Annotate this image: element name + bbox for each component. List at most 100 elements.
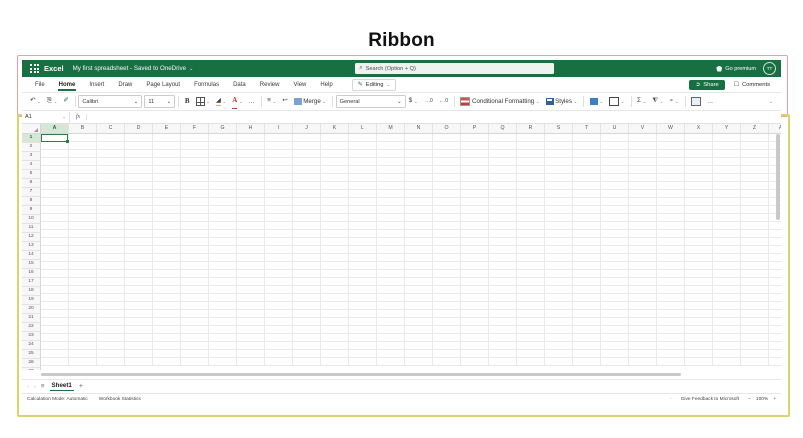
- cell-Y7[interactable]: [713, 182, 741, 190]
- cell-G10[interactable]: [209, 206, 237, 214]
- cell-E8[interactable]: [153, 190, 181, 198]
- cell-I3[interactable]: [265, 150, 293, 158]
- increase-decimal-button[interactable]: →.0: [421, 95, 436, 108]
- cell-T19[interactable]: [573, 278, 601, 286]
- cell-S13[interactable]: [545, 230, 573, 238]
- cell-area[interactable]: [41, 134, 781, 370]
- row-header-24[interactable]: 24: [22, 341, 40, 350]
- cell-F2[interactable]: [181, 142, 209, 150]
- row-header-26[interactable]: 26: [22, 359, 40, 368]
- cell-K7[interactable]: [321, 182, 349, 190]
- cell-Y19[interactable]: [713, 278, 741, 286]
- cell-J11[interactable]: [293, 214, 321, 222]
- tab-review[interactable]: Review: [259, 81, 280, 88]
- cell-Z28[interactable]: [741, 350, 769, 358]
- cell-T9[interactable]: [573, 198, 601, 206]
- cell-F3[interactable]: [181, 150, 209, 158]
- cell-AA20[interactable]: [769, 286, 781, 294]
- cell-L9[interactable]: [349, 198, 377, 206]
- cell-G29[interactable]: [209, 358, 237, 366]
- cell-D18[interactable]: [125, 270, 153, 278]
- cell-Y15[interactable]: [713, 246, 741, 254]
- cell-J17[interactable]: [293, 262, 321, 270]
- cell-E26[interactable]: [153, 334, 181, 342]
- cell-O29[interactable]: [433, 358, 461, 366]
- cell-B29[interactable]: [69, 358, 97, 366]
- cell-M24[interactable]: [377, 318, 405, 326]
- cell-V17[interactable]: [629, 262, 657, 270]
- toolbar-overflow-button[interactable]: …: [704, 95, 716, 108]
- cell-W16[interactable]: [657, 254, 685, 262]
- cell-M29[interactable]: [377, 358, 405, 366]
- cell-M10[interactable]: [377, 206, 405, 214]
- cell-C24[interactable]: [97, 318, 125, 326]
- column-header-Z[interactable]: Z: [741, 124, 769, 133]
- column-header-T[interactable]: T: [573, 124, 601, 133]
- row-header-14[interactable]: 14: [22, 251, 40, 260]
- row-header-12[interactable]: 12: [22, 233, 40, 242]
- cell-W19[interactable]: [657, 278, 685, 286]
- cell-R5[interactable]: [517, 166, 545, 174]
- cell-K21[interactable]: [321, 294, 349, 302]
- cell-H8[interactable]: [237, 190, 265, 198]
- cell-Z7[interactable]: [741, 182, 769, 190]
- cell-C8[interactable]: [97, 190, 125, 198]
- cell-T21[interactable]: [573, 294, 601, 302]
- cell-E14[interactable]: [153, 238, 181, 246]
- cell-N6[interactable]: [405, 174, 433, 182]
- undo-button[interactable]: ↶ ⌄: [27, 95, 44, 108]
- cell-E21[interactable]: [153, 294, 181, 302]
- cell-R3[interactable]: [517, 150, 545, 158]
- cell-H20[interactable]: [237, 286, 265, 294]
- cell-F27[interactable]: [181, 342, 209, 350]
- cell-N19[interactable]: [405, 278, 433, 286]
- cell-A1[interactable]: [41, 134, 69, 142]
- cell-V4[interactable]: [629, 158, 657, 166]
- cell-AA24[interactable]: [769, 318, 781, 326]
- cell-P15[interactable]: [461, 246, 489, 254]
- cell-P28[interactable]: [461, 350, 489, 358]
- select-all-corner-button[interactable]: [22, 124, 41, 133]
- cell-V28[interactable]: [629, 350, 657, 358]
- cell-K1[interactable]: [321, 134, 349, 142]
- cell-G28[interactable]: [209, 350, 237, 358]
- cell-L3[interactable]: [349, 150, 377, 158]
- cell-N20[interactable]: [405, 286, 433, 294]
- cell-O26[interactable]: [433, 334, 461, 342]
- cell-X14[interactable]: [685, 238, 713, 246]
- cell-E7[interactable]: [153, 182, 181, 190]
- cell-Q13[interactable]: [489, 230, 517, 238]
- cell-E6[interactable]: [153, 174, 181, 182]
- cell-AA22[interactable]: [769, 302, 781, 310]
- cell-X26[interactable]: [685, 334, 713, 342]
- cell-X3[interactable]: [685, 150, 713, 158]
- cell-L14[interactable]: [349, 238, 377, 246]
- cell-Q12[interactable]: [489, 222, 517, 230]
- cell-Y20[interactable]: [713, 286, 741, 294]
- cell-B12[interactable]: [69, 222, 97, 230]
- cell-T11[interactable]: [573, 214, 601, 222]
- cell-H23[interactable]: [237, 310, 265, 318]
- column-header-Q[interactable]: Q: [489, 124, 517, 133]
- cell-X2[interactable]: [685, 142, 713, 150]
- cell-F13[interactable]: [181, 230, 209, 238]
- cell-P1[interactable]: [461, 134, 489, 142]
- cell-X17[interactable]: [685, 262, 713, 270]
- cell-I26[interactable]: [265, 334, 293, 342]
- cell-L13[interactable]: [349, 230, 377, 238]
- cell-A28[interactable]: [41, 350, 69, 358]
- cell-W1[interactable]: [657, 134, 685, 142]
- cell-H18[interactable]: [237, 270, 265, 278]
- cell-Z15[interactable]: [741, 246, 769, 254]
- cell-G26[interactable]: [209, 334, 237, 342]
- cell-E16[interactable]: [153, 254, 181, 262]
- cell-G23[interactable]: [209, 310, 237, 318]
- insert-function-icon[interactable]: fx: [70, 114, 87, 120]
- cell-O12[interactable]: [433, 222, 461, 230]
- cell-N21[interactable]: [405, 294, 433, 302]
- cell-N9[interactable]: [405, 198, 433, 206]
- cell-J29[interactable]: [293, 358, 321, 366]
- cell-F23[interactable]: [181, 310, 209, 318]
- cell-B1[interactable]: [69, 134, 97, 142]
- cell-S28[interactable]: [545, 350, 573, 358]
